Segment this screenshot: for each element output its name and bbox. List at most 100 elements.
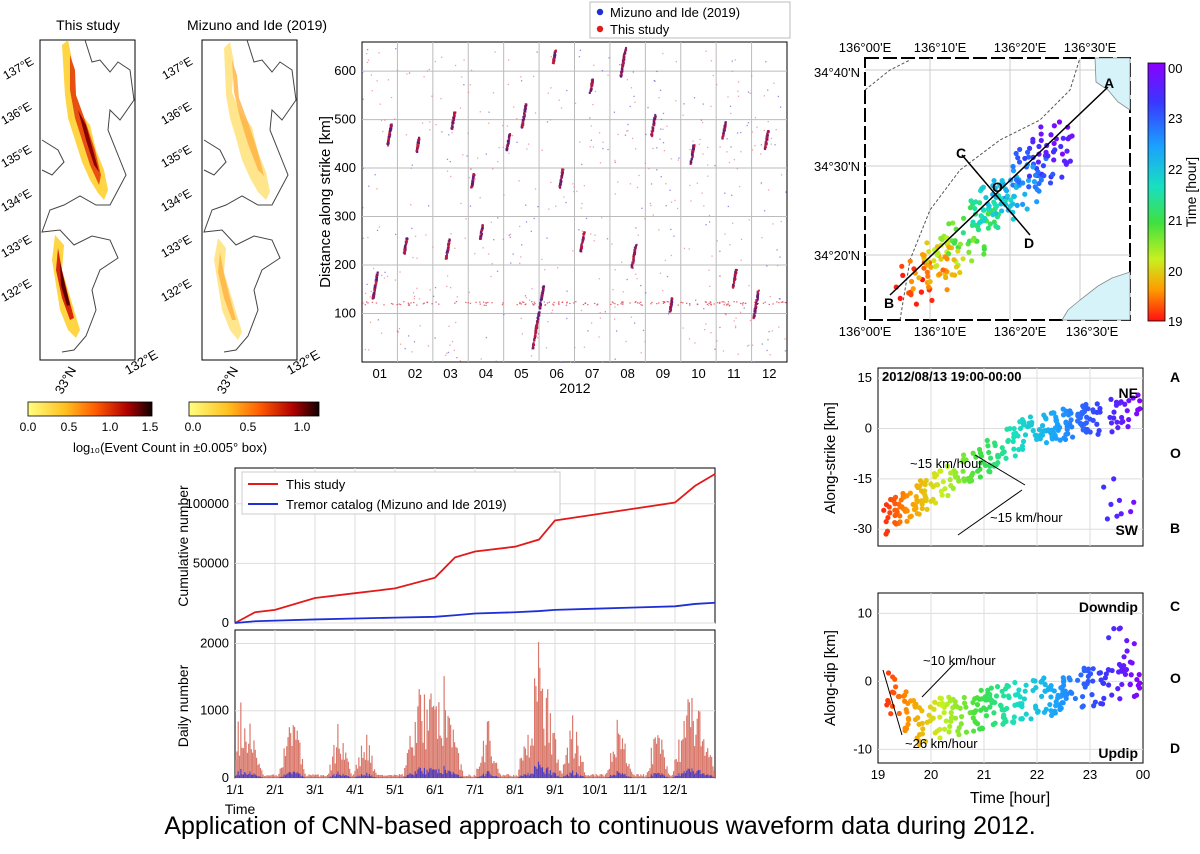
daily-bar: [579, 755, 582, 778]
zoom-profile-lines: [889, 86, 1109, 296]
strike-dot: [1011, 446, 1017, 452]
dip-dot: [1042, 681, 1048, 688]
daily-bar: [385, 775, 387, 778]
along-strike-ne: NE: [1119, 385, 1138, 401]
spacetime-dot: [376, 80, 378, 82]
daily-bar: [312, 774, 314, 778]
daily-bar: [545, 697, 547, 778]
daily-bar: [431, 707, 433, 778]
spacetime-band-dot: [565, 304, 568, 306]
spacetime-episode-dot: [507, 136, 510, 139]
spacetime-dot: [731, 70, 734, 73]
spacetime-dot: [737, 95, 740, 97]
spacetime-episode-dot: [622, 58, 625, 61]
daily-catalog-bar: [297, 773, 300, 778]
spacetime-marks: [362, 46, 787, 363]
daily-catalog-bar: [616, 771, 618, 778]
spacetime-episode-dot: [766, 132, 769, 135]
spacetime-dot: [516, 118, 518, 120]
spacetime-dot: [459, 107, 462, 109]
strike-annotation-2: ~15 km/hour: [990, 510, 1063, 525]
dip-dot: [941, 710, 947, 716]
zoom-event-dot: [937, 271, 943, 277]
daily-catalog-bar: [679, 776, 681, 778]
strike-dot: [1118, 511, 1124, 517]
daily-bar: [381, 775, 384, 778]
daily-bar: [493, 761, 495, 778]
daily-catalog-bar: [548, 773, 550, 778]
strike-dot: [884, 528, 891, 534]
strike-dot: [1053, 435, 1059, 441]
zoom-event-dot: [992, 185, 998, 191]
daily-bar: [262, 774, 264, 778]
spacetime-episode-dot: [387, 140, 390, 143]
cb-right-tick-1: 0.5: [240, 420, 257, 434]
dip-dot: [1128, 672, 1134, 678]
spacetime-dot: [732, 222, 734, 224]
daily-bar: [676, 761, 679, 778]
zoom-map-coast-dashed: [864, 57, 1081, 321]
daily-catalog-bar: [535, 766, 537, 778]
daily-bar: [305, 776, 307, 778]
spacetime-band-dot: [726, 303, 728, 305]
spacetime-dot: [519, 225, 521, 228]
daily-bar: [287, 737, 289, 778]
daily-bar: [308, 774, 310, 778]
spacetime-episode-dot: [622, 61, 625, 64]
zoom-event-dot: [957, 241, 963, 247]
daily-bar: [328, 773, 330, 778]
zoom-event-dot: [977, 200, 983, 206]
daily-catalog-bar: [282, 776, 284, 778]
spacetime-episode-dot: [669, 302, 672, 305]
spacetime-band-dot: [704, 301, 707, 303]
daily-bar: [372, 771, 374, 778]
strike-dot: [1012, 453, 1018, 459]
daily-bar: [612, 751, 614, 778]
daily-bar: [338, 748, 340, 778]
spacetime-dot: [724, 233, 726, 235]
daily-bar: [700, 746, 702, 778]
daily-bar: [346, 758, 348, 778]
zoom-event-dot: [999, 208, 1005, 214]
spacetime-dot: [380, 119, 383, 122]
spacetime-dot: [366, 48, 369, 51]
dip-dot: [1099, 701, 1106, 707]
daily-catalog-bar: [421, 771, 423, 778]
daily-bar: [249, 723, 251, 778]
spacetime-dot: [397, 331, 400, 333]
zoom-event-dot: [975, 223, 981, 230]
daily-catalog-bar: [621, 773, 624, 778]
spacetime-dot: [712, 74, 714, 77]
daily-catalog-bar: [498, 777, 500, 778]
strike-dot: [1010, 438, 1016, 445]
spacetime-episode-dot: [371, 295, 374, 298]
hour-tick-20: 20: [1168, 264, 1182, 279]
daily-catalog-bar: [368, 774, 370, 778]
daily-bar: [619, 734, 621, 778]
strike-dot: [977, 474, 983, 480]
spacetime-dot: [382, 130, 384, 133]
spacetime-dot: [648, 167, 650, 170]
daily-bar: [237, 721, 239, 778]
spacetime-dot: [724, 313, 727, 315]
daily-bar: [614, 754, 616, 778]
spacetime-episode-dot: [417, 142, 420, 145]
point-b: B: [884, 295, 894, 311]
spacetime-band-dot: [629, 302, 631, 304]
daily-bar: [349, 768, 351, 778]
spacetime-dot: [711, 255, 713, 257]
dip-dot: [1066, 675, 1072, 681]
zoom-lat-2: 34°20'N: [814, 248, 860, 263]
spacetime-episode-dot: [453, 116, 456, 119]
daily-bar: [564, 763, 566, 778]
spacetime-dot: [740, 151, 742, 153]
spacetime-dot: [749, 92, 751, 94]
colorbar-label: log₁₀(Event Count in ±0.005° box): [73, 440, 267, 455]
daily-bar: [345, 752, 347, 778]
spacetime-episode-dot: [522, 119, 525, 122]
spacetime-episode-dot: [553, 51, 556, 54]
spacetime-episode-dot: [506, 140, 509, 143]
spacetime-dot: [566, 89, 568, 92]
daily-bar: [304, 773, 306, 778]
spacetime-dot: [748, 344, 750, 347]
